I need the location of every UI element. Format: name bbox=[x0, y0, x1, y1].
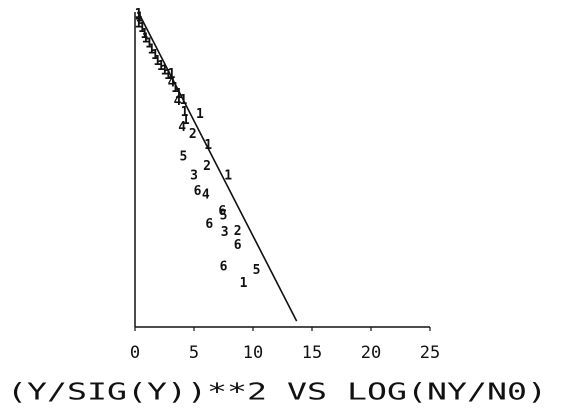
point-marker: 1 bbox=[145, 36, 153, 51]
point-marker: 3 bbox=[221, 225, 229, 240]
point-marker: 1 bbox=[175, 87, 183, 102]
point-marker: 6 bbox=[234, 238, 242, 253]
x-tick-label: 15 bbox=[302, 343, 322, 363]
point-marker: 2 bbox=[189, 127, 197, 142]
chart-title: (Y/SIG(Y))**2 VS LOG(NY/N0) bbox=[7, 380, 547, 406]
point-marker: 6 bbox=[218, 204, 226, 219]
point-marker: 1 bbox=[161, 63, 169, 78]
point-marker: 3 bbox=[190, 168, 198, 183]
point-marker: 1 bbox=[224, 168, 232, 183]
point-marker: 1 bbox=[135, 16, 143, 31]
point-marker: 1 bbox=[136, 10, 144, 25]
point-marker: 1 bbox=[138, 21, 146, 36]
point-marker: 6 bbox=[194, 184, 202, 199]
point-marker: 4 bbox=[174, 94, 182, 109]
point-marker: 1 bbox=[151, 48, 159, 63]
point-marker: 4 bbox=[168, 75, 176, 90]
point-marker: 1 bbox=[135, 7, 143, 22]
x-tick-label: 10 bbox=[243, 343, 263, 363]
x-tick-label: 5 bbox=[189, 343, 199, 363]
point-marker: 1 bbox=[157, 59, 165, 74]
point-marker: 6 bbox=[205, 217, 213, 232]
point-marker: 1 bbox=[154, 54, 162, 69]
point-marker: 2 bbox=[203, 159, 211, 174]
point-marker: 6 bbox=[220, 259, 228, 274]
x-tick-label: 0 bbox=[130, 343, 140, 363]
point-marker: 1 bbox=[181, 105, 189, 120]
point-marker: 1 bbox=[204, 138, 212, 153]
x-tick-label: 25 bbox=[420, 343, 440, 363]
point-marker: 1 bbox=[182, 113, 190, 128]
point-marker: 1 bbox=[168, 67, 176, 82]
x-tick-label: 20 bbox=[361, 343, 381, 363]
point-marker: 5 bbox=[253, 263, 261, 278]
point-marker: 5 bbox=[220, 209, 228, 224]
point-marker: 4 bbox=[202, 187, 210, 202]
point-marker: 1 bbox=[240, 276, 248, 291]
point-marker: 1 bbox=[148, 42, 156, 57]
point-marker: 1 bbox=[142, 32, 150, 47]
point-marker: 1 bbox=[196, 107, 204, 122]
point-marker: 2 bbox=[234, 224, 242, 239]
point-marker: 1 bbox=[164, 68, 172, 83]
point-marker: 1 bbox=[171, 81, 179, 96]
fit-line bbox=[139, 14, 298, 322]
point-marker: 4 bbox=[178, 120, 186, 135]
point-marker: 1 bbox=[141, 27, 149, 42]
point-marker: 5 bbox=[179, 150, 187, 165]
point-marker: 1 bbox=[179, 93, 187, 108]
